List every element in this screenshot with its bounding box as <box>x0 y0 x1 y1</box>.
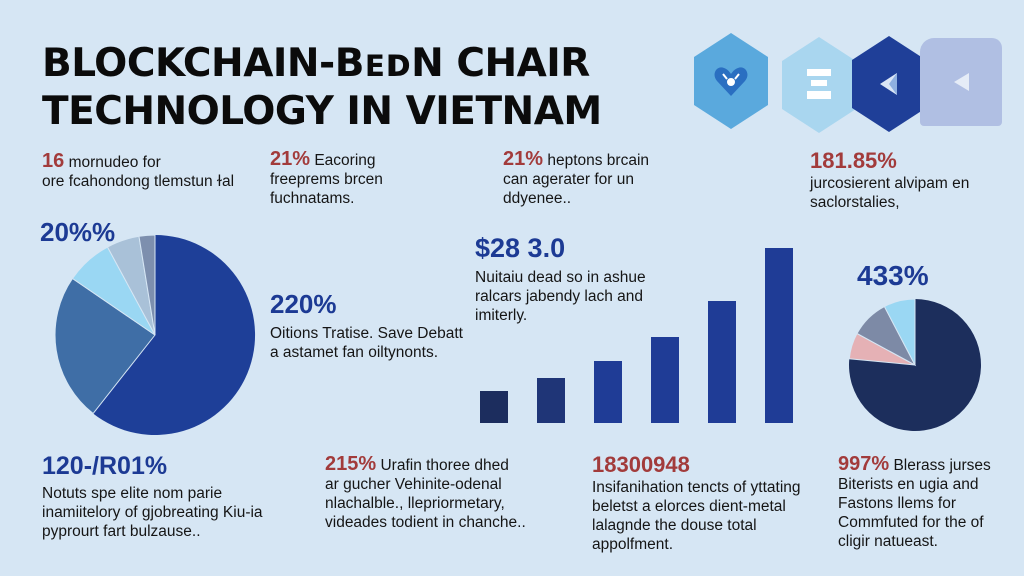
stat-bottom-2: 215% Urafin thoree dhed ar guchеr Vehini… <box>325 453 555 532</box>
stat-value: 21% <box>503 148 544 170</box>
stat-value: 18300948 <box>592 452 690 477</box>
right-pie-chart <box>848 298 982 431</box>
stat-value: 997% <box>838 453 890 475</box>
stat-description: can agerater for un ddyenee.. <box>503 171 634 207</box>
stat-description: Notuts spe elite nom parie inamiitelory … <box>42 485 263 540</box>
title-line-2: TECHNOLOGY IN VIETNAM <box>42 89 602 134</box>
stat-description: jurcosierent alvipam en saclorstalies, <box>810 175 970 211</box>
stat-top-2: 21% Eacoring freeprems brcen fuchnatams. <box>270 148 470 208</box>
left-pie-label: 20%% <box>40 217 116 247</box>
stat-inline-text: Urafin thoree dhed <box>380 457 509 474</box>
bar-chart <box>478 240 798 423</box>
stat-top-1: 16 mornudeo for ore fcahondong tlemstun … <box>42 150 242 191</box>
play-icon <box>880 73 897 95</box>
stat-value: 16 <box>42 150 65 172</box>
stat-description: Insifanihation tencts of yttating belets… <box>592 479 801 553</box>
bar-5 <box>708 301 736 423</box>
hex-text-badge <box>782 37 856 133</box>
text-badge-icon <box>807 69 831 99</box>
bar-6 <box>765 248 793 423</box>
stat-inline-text: Blerass jurses <box>893 457 991 474</box>
stat-bottom-1: 120-/R01% Notuts spe elite nom parie ina… <box>42 452 282 541</box>
heart-icon <box>714 67 748 96</box>
title-line-1: BLOCKCHAIN-BᴇᴅN CHAIR <box>42 41 590 86</box>
stat-inline-text: mornudeo for <box>68 154 161 171</box>
bar-1 <box>480 391 508 423</box>
bar-4 <box>651 337 679 423</box>
stat-inline-text: Eacoring <box>314 152 376 169</box>
hex-heart <box>694 33 768 129</box>
stat-inline-text: heptons brcain <box>547 152 650 169</box>
stat-value: 181.85% <box>810 148 897 173</box>
stat-value: 21% <box>270 148 311 170</box>
stat-description: Biterists en ugia and Fastons llems for … <box>838 476 984 550</box>
stat-description: ar guchеr Vehinite-odenal nlachalble., l… <box>325 476 526 531</box>
stat-bottom-3: 18300948 Insifanihation tencts of yttati… <box>592 452 802 554</box>
bar-3 <box>594 361 622 423</box>
bar-2 <box>537 378 565 423</box>
hex-play <box>852 36 926 132</box>
stat-top-4: 181.85% jurcosierent alvipam en saclorst… <box>810 148 990 212</box>
bar-chart-stat: $28 3.0 Nuitaiu dead so in ashue ralcars… <box>475 234 675 325</box>
stat-value: 120-/R01% <box>42 452 168 480</box>
stat-value: 215% <box>325 453 377 475</box>
right-pie-label: 433% <box>857 260 929 291</box>
stat-top-3: 21% heptons brcain can agerater for un d… <box>503 148 683 208</box>
stat-description: ore fcahondong tlemstun ɫal <box>42 173 235 190</box>
stat-value: 220% <box>270 289 337 319</box>
card-play <box>920 38 1002 126</box>
stat-description: freeprems brcen fuchnatams. <box>270 171 383 207</box>
stat-middle: 220% Oitions Tratise. Save Debatt a asta… <box>270 290 470 362</box>
stat-description: Nuitaiu dead so in ashue ralcars jabendy… <box>475 269 646 324</box>
stat-value: $28 3.0 <box>475 233 566 263</box>
stat-description: Oitions Tratise. Save Debatt a astamet f… <box>270 325 463 361</box>
page-title: BLOCKCHAIN-BᴇᴅN CHAIR TECHNOLOGY IN VIET… <box>42 40 602 136</box>
stat-bottom-4: 997% Blerass jurses Biterists en ugia an… <box>838 453 1018 551</box>
play-icon <box>954 73 969 91</box>
left-pie-chart <box>54 234 256 435</box>
